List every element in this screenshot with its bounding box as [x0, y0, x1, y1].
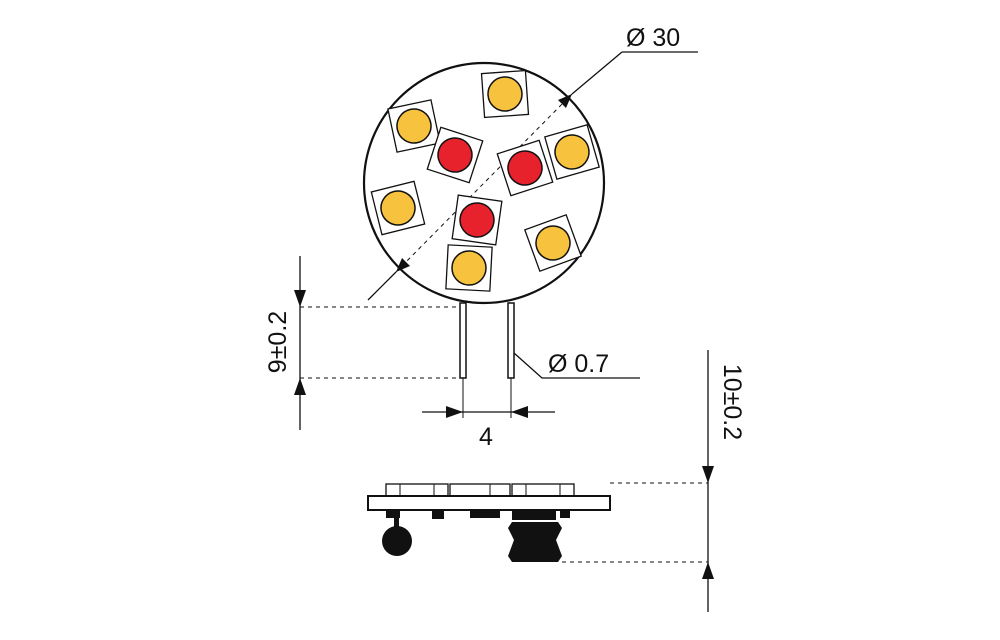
led-red — [451, 194, 503, 246]
height-arrow-bottom — [702, 562, 714, 579]
side-capacitor-lead — [394, 518, 399, 530]
side-component — [560, 510, 570, 518]
side-led — [511, 483, 575, 497]
diameter-label: Ø 30 — [626, 24, 680, 52]
pin-spacing-arrow-right — [511, 406, 528, 418]
pin-diameter-leader — [513, 352, 640, 379]
pin-diameter-label: Ø 0.7 — [548, 350, 609, 378]
diameter-arrow-top — [558, 94, 572, 108]
diameter-line — [395, 93, 573, 273]
led-warm — [445, 244, 493, 292]
led-red — [496, 139, 554, 197]
led-warm — [370, 180, 426, 236]
side-component — [432, 510, 444, 519]
led-warm — [543, 123, 601, 181]
side-inductor — [508, 522, 562, 562]
side-led — [385, 483, 449, 497]
side-component — [386, 510, 400, 518]
pin-right — [507, 302, 515, 379]
led-warm — [387, 99, 441, 153]
pin-length-arrow-bottom — [294, 378, 306, 395]
height-arrow-top — [702, 466, 714, 483]
pin-length-arrow-top — [294, 290, 306, 307]
pin-spacing-arrow-left — [446, 406, 463, 418]
height-label: 10±0.2 — [718, 364, 746, 440]
led-red — [426, 126, 484, 184]
led-warm — [480, 69, 530, 119]
side-component — [512, 510, 556, 520]
pin-spacing-label: 4 — [479, 423, 493, 451]
diameter-leader-top — [571, 51, 623, 95]
pin-length-label: 9±0.2 — [264, 311, 292, 373]
diameter-leader-bottom — [367, 271, 397, 301]
side-led — [449, 483, 511, 497]
led-warm — [523, 213, 583, 273]
side-pcb — [367, 495, 611, 511]
side-capacitor — [382, 526, 412, 556]
side-component — [470, 510, 500, 518]
diameter-arrow-bottom — [396, 258, 410, 272]
pin-left — [459, 302, 467, 379]
